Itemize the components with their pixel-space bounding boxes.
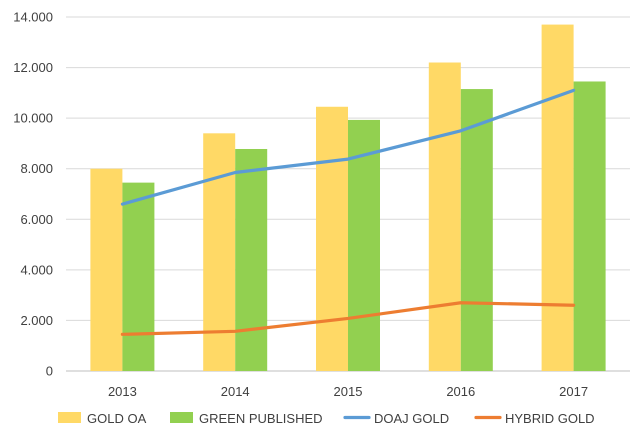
axes: 0 2.000 4.000 6.000 8.000 10.000 12.000 14.000 2… bbox=[13, 10, 588, 400]
legend-label-gold-oa: GOLD OA bbox=[87, 411, 147, 426]
y-tick-label: 10.000 bbox=[13, 111, 53, 126]
x-tick-label: 2014 bbox=[221, 384, 250, 399]
legend-label-green-published: GREEN PUBLISHED bbox=[199, 411, 323, 426]
legend: GOLD OA GREEN PUBLISHED DOAJ GOLD HYBRID GO… bbox=[58, 411, 595, 426]
x-tick-label: 2017 bbox=[559, 384, 588, 399]
legend-label-hybrid-gold: HYBRID GOLD bbox=[505, 411, 595, 426]
y-tick-label: 8.000 bbox=[20, 161, 53, 176]
bar-gold-oa bbox=[316, 106, 348, 371]
bar-green-published bbox=[573, 81, 606, 371]
bar-green-published bbox=[235, 148, 268, 371]
y-tick-label: 4.000 bbox=[20, 262, 53, 277]
y-tick-label: 0 bbox=[46, 364, 53, 379]
y-tick-label: 2.000 bbox=[20, 313, 53, 328]
line-doaj-gold bbox=[120, 88, 576, 206]
legend-label-doaj-gold: DOAJ GOLD bbox=[374, 411, 449, 426]
bar-gold-oa bbox=[541, 24, 574, 371]
bar-green-published bbox=[122, 182, 155, 371]
bar-green-published bbox=[460, 89, 493, 372]
legend-swatch-green-published bbox=[170, 412, 193, 423]
y-tick-label: 12.000 bbox=[13, 60, 53, 75]
bar-green-published bbox=[348, 119, 380, 371]
y-tick-label: 6.000 bbox=[20, 212, 53, 227]
bar-gold-oa bbox=[90, 168, 123, 371]
x-tick-label: 2015 bbox=[334, 384, 363, 399]
bar-gold-oa bbox=[203, 133, 236, 371]
line-series-group bbox=[120, 88, 576, 336]
legend-swatch-gold-oa bbox=[58, 412, 81, 423]
bar-gold-oa bbox=[428, 62, 461, 372]
line-hybrid-gold bbox=[120, 301, 576, 336]
x-tick-label: 2013 bbox=[108, 384, 137, 399]
y-tick-label: 14.000 bbox=[13, 10, 53, 25]
x-tick-label: 2016 bbox=[446, 384, 475, 399]
